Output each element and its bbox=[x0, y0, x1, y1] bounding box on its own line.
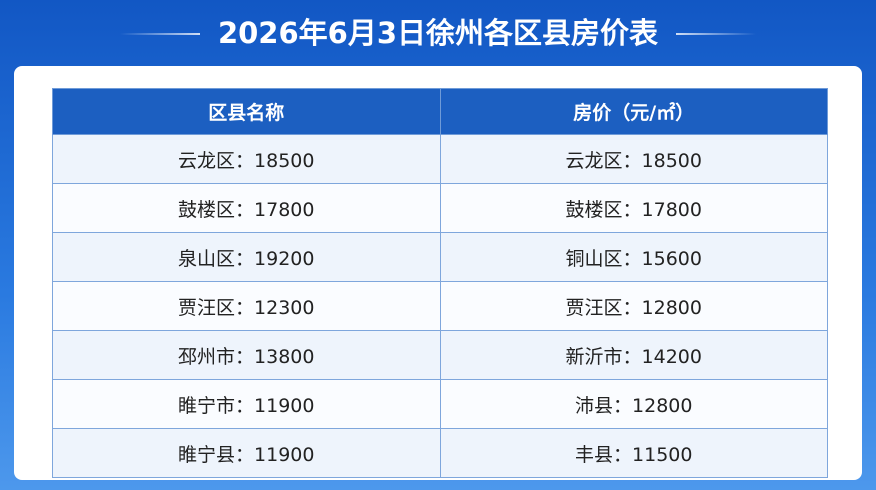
table-cell: 邳州市：13800 bbox=[52, 330, 441, 380]
table-cell: 沛县：12800 bbox=[439, 379, 828, 429]
table-body: 云龙区：18500 云龙区：18500 鼓楼区：17800 鼓楼区：17800 泉山区：… bbox=[52, 134, 828, 478]
title-decoration bbox=[120, 33, 200, 35]
price-table: 区县名称 房价（元/㎡） 云龙区：18500 云龙区：18500 鼓楼区：17800 鼓… bbox=[52, 88, 828, 478]
column-header: 区县名称 bbox=[52, 88, 441, 135]
table-panel: 区县名称 房价（元/㎡） 云龙区：18500 云龙区：18500 鼓楼区：17800 鼓… bbox=[14, 66, 862, 480]
table-row: 睢宁市：11900 沛县：12800 bbox=[52, 379, 828, 429]
table-cell: 云龙区：18500 bbox=[439, 134, 828, 184]
table-cell: 贾汪区：12300 bbox=[52, 281, 441, 331]
table-cell: 云龙区：18500 bbox=[52, 134, 441, 184]
table-cell: 贾汪区：12800 bbox=[439, 281, 828, 331]
table-row: 邳州市：13800 新沂市：14200 bbox=[52, 330, 828, 380]
table-row: 睢宁县：11900 丰县：11500 bbox=[52, 428, 828, 478]
table-cell: 丰县：11500 bbox=[439, 428, 828, 478]
table-row: 鼓楼区：17800 鼓楼区：17800 bbox=[52, 183, 828, 233]
table-cell: 睢宁县：11900 bbox=[52, 428, 441, 478]
table-cell: 新沂市：14200 bbox=[439, 330, 828, 380]
table-row: 泉山区：19200 铜山区：15600 bbox=[52, 232, 828, 282]
table-row: 贾汪区：12300 贾汪区：12800 bbox=[52, 281, 828, 331]
title: 2026年6月3日徐州各区县房价表 bbox=[217, 16, 659, 50]
table-cell: 鼓楼区：17800 bbox=[52, 183, 441, 233]
header-row: 区县名称 房价（元/㎡） bbox=[52, 88, 828, 135]
table-cell: 泉山区：19200 bbox=[52, 232, 441, 282]
table-cell: 鼓楼区：17800 bbox=[439, 183, 828, 233]
table-cell: 睢宁市：11900 bbox=[52, 379, 441, 429]
column-header: 房价（元/㎡） bbox=[439, 88, 828, 135]
table-cell: 铜山区：15600 bbox=[439, 232, 828, 282]
table-row: 云龙区：18500 云龙区：18500 bbox=[52, 134, 828, 184]
